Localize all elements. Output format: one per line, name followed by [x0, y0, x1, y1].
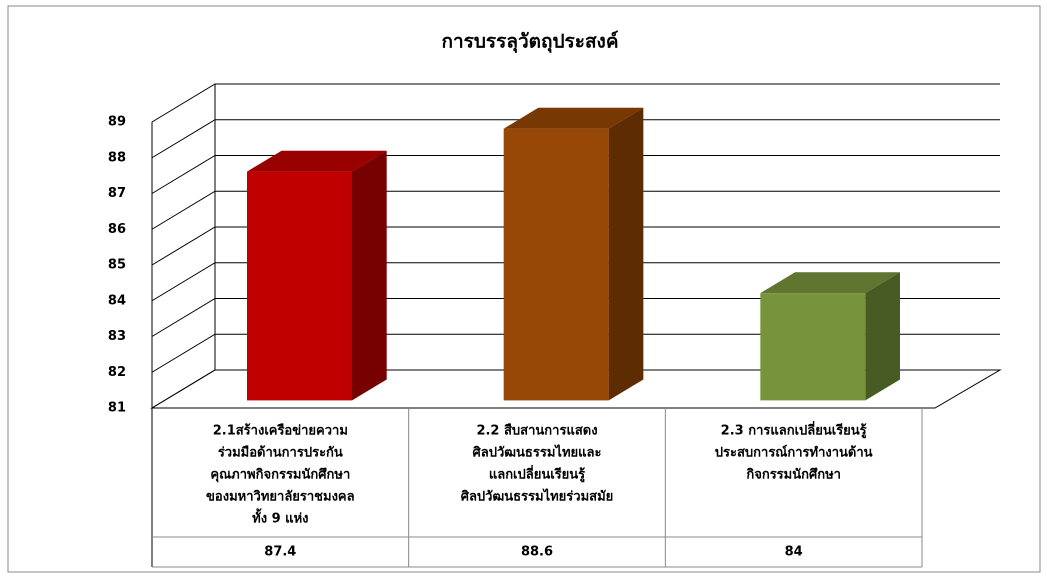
bar-side-shade [352, 150, 387, 401]
category-label: ประสบการณ์การทำงานด้าน [715, 445, 873, 461]
value-label: 84 [785, 545, 803, 560]
y-tick-label: 82 [108, 365, 126, 380]
bar-top-shade [503, 107, 644, 129]
category-label: ทั้ง 9 แห่ง [252, 508, 308, 527]
value-label: 87.4 [264, 545, 296, 560]
y-tick-label: 87 [108, 186, 126, 201]
category-label: คุณภาพกิจกรรมนักศึกษา [210, 467, 350, 483]
bar-top [760, 272, 900, 294]
bar [760, 293, 866, 401]
category-label: ศิลปวัฒนธรรมไทยและ [473, 444, 602, 461]
y-tick-label: 89 [108, 115, 126, 130]
y-tick-label: 84 [108, 293, 126, 308]
bar-top-shade [760, 272, 900, 294]
bar [503, 128, 609, 401]
bar [247, 171, 352, 401]
bar-top [247, 150, 387, 172]
y-tick-label: 85 [108, 258, 126, 273]
y-tick-label: 83 [108, 329, 126, 344]
bar-top [503, 107, 644, 129]
bar-side [352, 150, 387, 401]
value-label: 88.6 [521, 545, 553, 560]
category-label: 2.1สร้างเครือข่ายความ [213, 423, 348, 439]
category-label: 2.3 การแลกเปลี่ยนเรียนรู้ [721, 421, 867, 439]
category-label: กิจกรรมนักศึกษา [746, 467, 841, 483]
category-label: แลกเปลี่ยนเรียนรู้ [489, 465, 585, 483]
category-label: ศิลปวัฒนธรรมไทยร่วมสมัย [461, 488, 614, 505]
y-tick-label: 88 [108, 150, 126, 165]
category-label: ของมหาวิทยาลัยราชมงคล [206, 490, 355, 505]
bar-side [608, 107, 644, 401]
bar-side-shade [608, 107, 644, 401]
bar-side [865, 272, 900, 401]
chart-title: การบรรลุวัตถุประสงค์ [441, 31, 618, 54]
y-tick-label: 86 [108, 222, 126, 237]
bar-top-shade [247, 150, 387, 172]
category-label: ร่วมมือด้านการประกัน [218, 445, 343, 461]
bar-side-shade [865, 272, 900, 401]
y-tick-label: 81 [108, 401, 126, 416]
category-label: 2.2 สืบสานการแสดง [476, 423, 597, 439]
